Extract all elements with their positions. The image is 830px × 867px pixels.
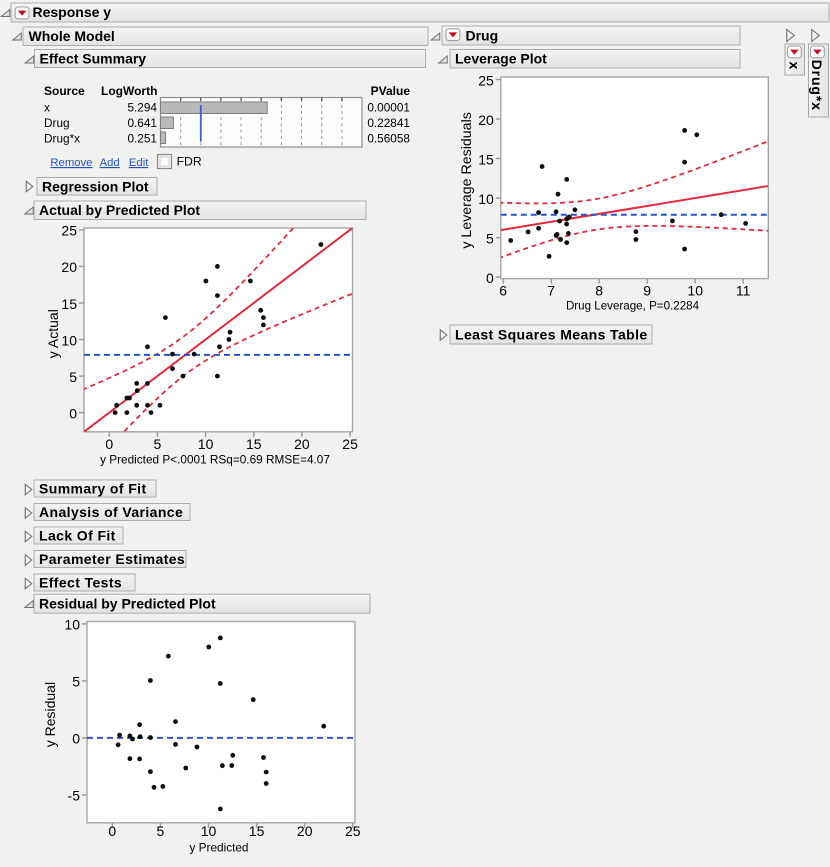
svg-text:0.641: 0.641 [127, 116, 157, 130]
svg-text:0: 0 [486, 270, 494, 286]
svg-text:25: 25 [342, 436, 358, 452]
svg-text:10: 10 [64, 617, 80, 633]
svg-text:10: 10 [478, 191, 494, 207]
svg-text:5: 5 [72, 674, 80, 690]
svg-text:FDR: FDR [177, 155, 202, 169]
svg-text:10: 10 [198, 436, 214, 452]
svg-text:11: 11 [736, 283, 751, 299]
svg-text:Drug*x: Drug*x [44, 132, 80, 146]
svg-text:0: 0 [108, 823, 116, 839]
svg-text:Residual by Predicted Plot: Residual by Predicted Plot [39, 596, 216, 612]
svg-text:15: 15 [246, 436, 262, 452]
svg-text:25: 25 [478, 72, 494, 88]
svg-text:LogWorth: LogWorth [101, 84, 157, 98]
svg-text:5: 5 [486, 230, 494, 246]
svg-text:0.00001: 0.00001 [367, 101, 410, 115]
svg-text:Drug*x: Drug*x [809, 60, 825, 111]
svg-text:y Residual: y Residual [42, 682, 58, 747]
svg-text:Drug Leverage, P=0.2284: Drug Leverage, P=0.2284 [566, 300, 700, 313]
svg-text:9: 9 [643, 283, 651, 299]
svg-text:PValue: PValue [371, 84, 411, 98]
svg-text:Leverage Plot: Leverage Plot [455, 51, 547, 67]
svg-text:Least Squares Means Table: Least Squares Means Table [455, 327, 648, 343]
svg-text:y Leverage Residuals: y Leverage Residuals [459, 112, 475, 248]
svg-text:20: 20 [294, 436, 310, 452]
svg-text:y Actual: y Actual [45, 309, 61, 358]
svg-text:20: 20 [61, 259, 77, 275]
svg-text:5: 5 [154, 436, 162, 452]
svg-text:15: 15 [249, 823, 265, 839]
svg-text:8: 8 [595, 283, 603, 299]
svg-text:Edit: Edit [129, 157, 149, 169]
svg-text:20: 20 [478, 112, 494, 128]
svg-text:Effect Summary: Effect Summary [40, 51, 147, 67]
svg-text:5.294: 5.294 [127, 101, 157, 115]
svg-text:Response y: Response y [33, 4, 112, 20]
svg-text:7: 7 [547, 283, 555, 299]
svg-text:Lack Of Fit: Lack Of Fit [39, 528, 116, 544]
svg-text:0.22841: 0.22841 [367, 116, 410, 130]
svg-text:Regression Plot: Regression Plot [42, 179, 149, 195]
svg-text:5: 5 [69, 369, 77, 385]
svg-text:-5: -5 [68, 788, 81, 804]
svg-text:Parameter Estimates: Parameter Estimates [39, 551, 185, 567]
svg-text:20: 20 [297, 823, 313, 839]
svg-text:x: x [44, 101, 50, 115]
svg-text:Summary of Fit: Summary of Fit [39, 481, 147, 497]
svg-text:10: 10 [61, 332, 77, 348]
svg-text:Add: Add [100, 157, 120, 169]
svg-text:0.251: 0.251 [127, 132, 157, 146]
svg-text:25: 25 [61, 223, 77, 239]
svg-text:10: 10 [201, 823, 217, 839]
svg-text:Analysis of Variance: Analysis of Variance [39, 504, 183, 520]
svg-text:0: 0 [72, 731, 80, 747]
svg-text:Drug: Drug [466, 28, 499, 44]
svg-text:x: x [787, 62, 803, 70]
svg-text:0: 0 [105, 436, 113, 452]
svg-text:10: 10 [687, 283, 703, 299]
svg-text:Drug: Drug [44, 116, 70, 130]
svg-text:6: 6 [499, 283, 507, 299]
svg-text:y Predicted P<.0001 RSq=0.69 R: y Predicted P<.0001 RSq=0.69 RMSE=4.07 [100, 453, 330, 467]
svg-text:Source: Source [44, 84, 85, 98]
svg-text:0.56058: 0.56058 [367, 132, 410, 146]
svg-text:5: 5 [157, 823, 165, 839]
svg-text:0: 0 [69, 405, 77, 421]
svg-text:25: 25 [345, 823, 361, 839]
svg-text:Remove: Remove [50, 157, 92, 169]
svg-text:15: 15 [478, 151, 494, 167]
svg-text:15: 15 [61, 296, 77, 312]
svg-text:y Predicted: y Predicted [189, 841, 248, 855]
svg-text:Actual by Predicted Plot: Actual by Predicted Plot [39, 202, 200, 218]
svg-text:Whole Model: Whole Model [29, 28, 115, 44]
svg-text:Effect Tests: Effect Tests [39, 575, 122, 591]
